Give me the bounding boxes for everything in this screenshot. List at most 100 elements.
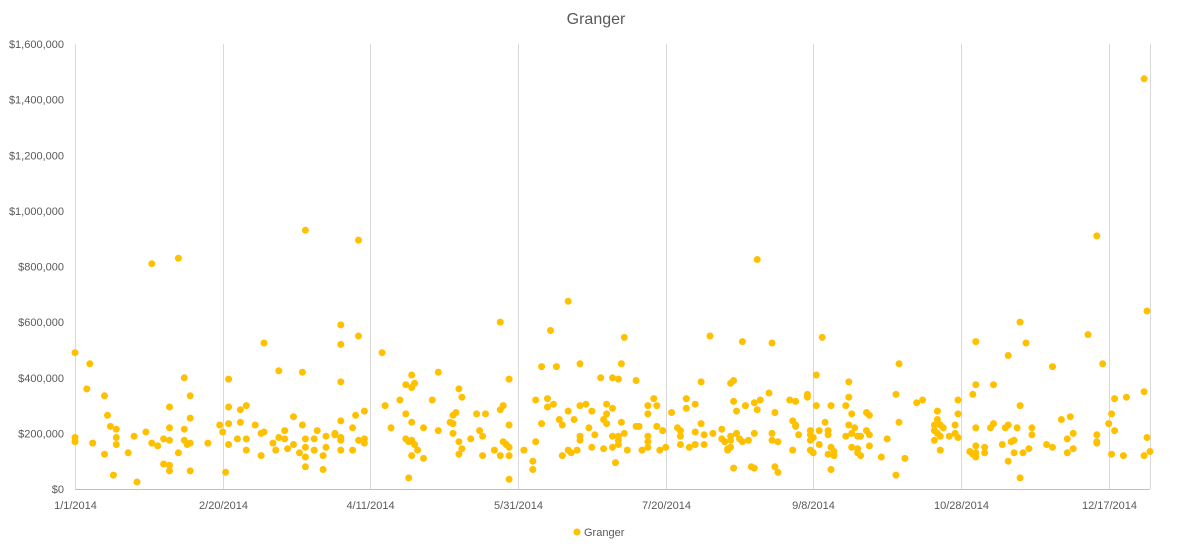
data-point bbox=[730, 377, 738, 384]
data-point bbox=[186, 392, 194, 400]
data-point bbox=[697, 420, 705, 428]
data-point bbox=[1069, 429, 1077, 437]
data-point bbox=[290, 441, 297, 448]
data-point bbox=[337, 378, 345, 386]
data-point bbox=[458, 393, 466, 401]
data-point bbox=[331, 429, 339, 437]
data-point bbox=[402, 410, 410, 418]
data-point bbox=[1146, 448, 1154, 455]
data-point bbox=[529, 457, 537, 465]
data-point bbox=[104, 411, 111, 419]
data-point bbox=[547, 327, 554, 334]
data-point bbox=[360, 407, 368, 415]
data-point bbox=[236, 406, 244, 414]
data-point bbox=[452, 409, 460, 416]
data-point bbox=[349, 446, 357, 454]
data-point bbox=[792, 397, 800, 405]
data-point bbox=[738, 438, 746, 446]
data-point bbox=[1063, 435, 1071, 443]
x-tick-label: 4/11/2014 bbox=[346, 500, 394, 512]
data-point bbox=[301, 226, 309, 234]
data-point bbox=[301, 463, 309, 471]
data-point bbox=[981, 443, 989, 451]
data-point bbox=[216, 421, 224, 429]
data-point bbox=[242, 402, 250, 410]
data-point bbox=[1004, 352, 1012, 359]
data-point bbox=[901, 454, 909, 462]
data-point bbox=[656, 446, 664, 454]
data-point bbox=[269, 439, 277, 447]
data-point bbox=[718, 425, 726, 433]
y-tick-label: $400,000 bbox=[18, 373, 64, 385]
data-point bbox=[954, 434, 962, 441]
data-point bbox=[186, 414, 194, 422]
data-point bbox=[236, 418, 244, 426]
data-point bbox=[260, 428, 268, 436]
data-point bbox=[682, 395, 690, 403]
data-point bbox=[490, 446, 498, 454]
data-point bbox=[381, 402, 389, 410]
data-point bbox=[842, 402, 850, 410]
data-point bbox=[337, 340, 345, 348]
y-tick-label: $800,000 bbox=[18, 262, 64, 274]
data-point bbox=[827, 402, 835, 410]
data-point bbox=[812, 371, 820, 379]
legend: Granger bbox=[573, 527, 625, 539]
data-point bbox=[685, 443, 693, 451]
data-point bbox=[411, 379, 419, 387]
data-point bbox=[753, 406, 761, 414]
data-point bbox=[160, 460, 168, 468]
data-point bbox=[848, 429, 856, 437]
data-point bbox=[505, 443, 513, 451]
data-point bbox=[1140, 75, 1148, 83]
data-point bbox=[617, 418, 625, 426]
x-tick-label: 9/8/2014 bbox=[792, 500, 835, 512]
data-point bbox=[1022, 339, 1030, 347]
data-point bbox=[845, 378, 853, 386]
data-point bbox=[186, 439, 194, 447]
data-point bbox=[555, 416, 563, 423]
data-point bbox=[355, 236, 362, 244]
data-point bbox=[552, 363, 560, 371]
data-point bbox=[597, 374, 605, 382]
data-point bbox=[818, 333, 826, 341]
data-point bbox=[204, 439, 212, 447]
data-point bbox=[544, 403, 551, 411]
data-point bbox=[933, 407, 941, 415]
data-point bbox=[721, 438, 729, 446]
data-point bbox=[260, 339, 268, 347]
data-point bbox=[101, 450, 108, 458]
data-point bbox=[1099, 360, 1107, 368]
data-point bbox=[558, 452, 566, 460]
data-point bbox=[576, 436, 584, 444]
data-point bbox=[337, 417, 345, 425]
data-point bbox=[538, 363, 546, 371]
data-point bbox=[936, 446, 944, 454]
data-point bbox=[449, 429, 457, 437]
data-point bbox=[892, 471, 900, 479]
y-tick-label: $1,600,000 bbox=[9, 39, 64, 51]
data-point bbox=[954, 396, 962, 404]
data-point bbox=[697, 378, 705, 386]
data-point bbox=[792, 422, 800, 430]
data-point bbox=[408, 418, 416, 426]
data-point bbox=[824, 450, 832, 458]
data-point bbox=[632, 377, 640, 384]
data-point bbox=[272, 446, 280, 454]
data-point bbox=[815, 441, 823, 448]
data-point bbox=[741, 402, 749, 410]
data-point bbox=[620, 333, 628, 341]
data-point bbox=[1025, 445, 1033, 453]
data-point bbox=[644, 438, 652, 446]
data-point bbox=[744, 436, 752, 444]
data-point bbox=[83, 385, 91, 393]
y-axis: $0 $200,000 $400,000 $600,000 $800,000 $1,000… bbox=[9, 39, 64, 496]
data-point bbox=[573, 446, 581, 454]
data-point bbox=[337, 446, 345, 454]
data-point bbox=[360, 439, 368, 447]
data-point bbox=[1010, 449, 1018, 457]
data-point bbox=[455, 450, 463, 458]
y-tick-label: $600,000 bbox=[18, 317, 64, 329]
data-point bbox=[936, 432, 944, 440]
data-point bbox=[142, 428, 150, 436]
